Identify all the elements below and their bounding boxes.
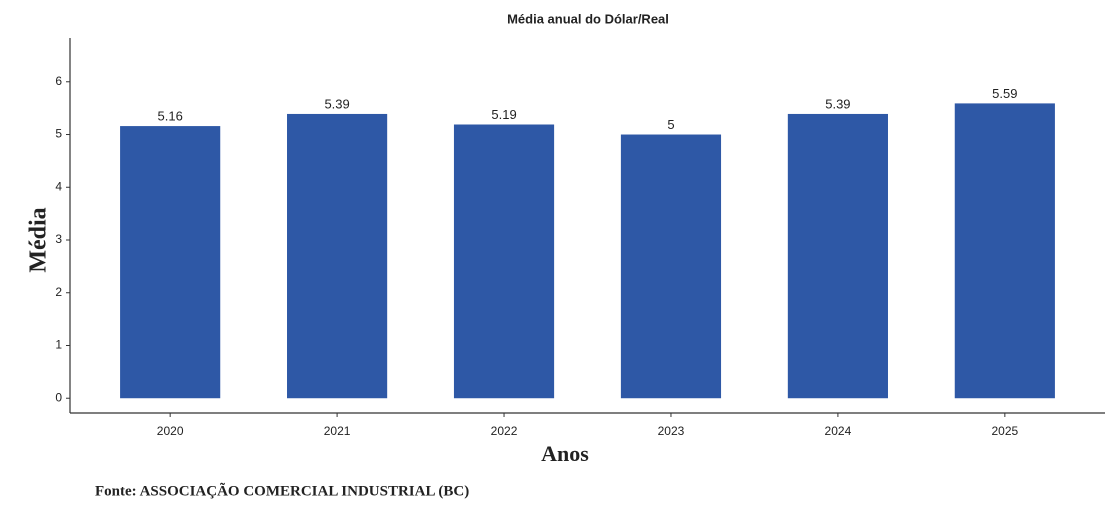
chart-title: Média anual do Dólar/Real — [507, 11, 669, 26]
bar — [787, 113, 888, 399]
x-tick-label: 2022 — [491, 424, 518, 438]
y-tick-label: 5 — [55, 127, 62, 141]
bar — [453, 124, 555, 399]
x-tick-label: 2024 — [825, 424, 852, 438]
source: Fonte: ASSOCIAÇÃO COMERCIAL INDUSTRIAL (… — [95, 481, 469, 499]
data-label: 5.59 — [992, 86, 1017, 101]
bar — [954, 103, 1055, 399]
bar — [287, 113, 388, 399]
data-label: 5.19 — [491, 107, 516, 122]
x-axis-label: Anos — [541, 441, 589, 466]
y-tick-label: 6 — [55, 74, 62, 88]
y-tick-label: 2 — [55, 285, 62, 299]
y-tick-label: 4 — [55, 179, 62, 193]
data-label: 5.39 — [825, 96, 850, 111]
data-label: 5.39 — [324, 96, 349, 111]
y-tick-label: 3 — [55, 232, 62, 246]
x-tick-label: 2025 — [991, 424, 1018, 438]
y-axis-label: Média — [26, 207, 52, 272]
x-tick-label: 2020 — [157, 424, 184, 438]
bar — [120, 126, 221, 399]
x-tick-label: 2023 — [658, 424, 685, 438]
data-label: 5.16 — [158, 109, 183, 124]
data-label: 5 — [667, 117, 674, 132]
x-tick-label: 2021 — [324, 424, 351, 438]
y-tick-label: 0 — [55, 390, 62, 404]
bar — [620, 134, 722, 399]
y-tick-label: 1 — [55, 338, 62, 352]
